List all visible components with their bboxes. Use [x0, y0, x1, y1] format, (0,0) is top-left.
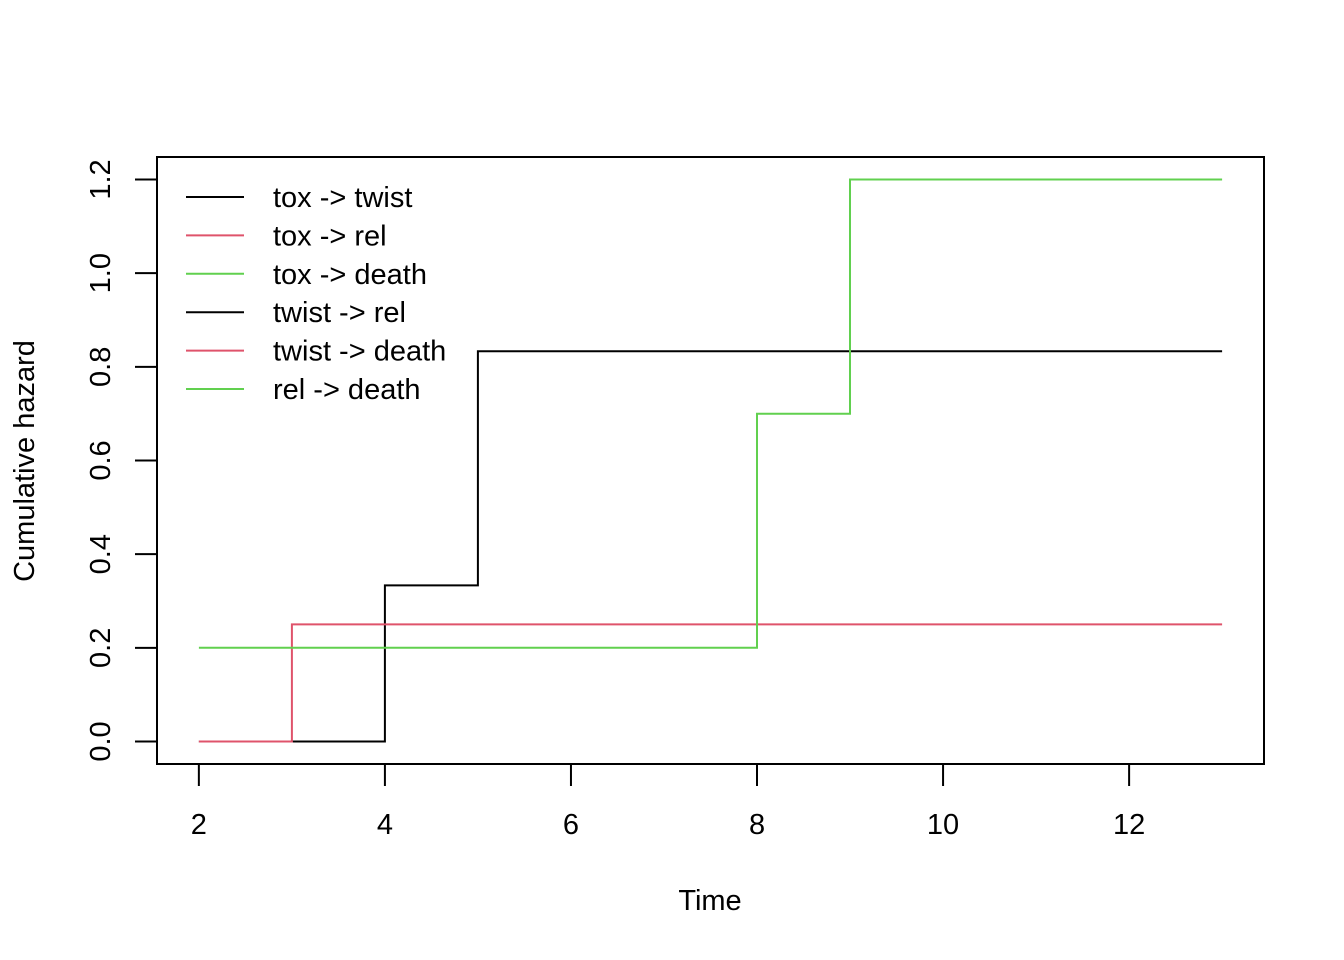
y-tick-label: 0.0 [85, 721, 117, 761]
y-tick-label: 0.8 [85, 347, 117, 387]
legend: tox -> twist tox -> rel tox -> death twist … [186, 182, 446, 406]
y-tick-label: 1.2 [85, 159, 117, 199]
x-tick-label: 4 [377, 809, 393, 841]
legend-label: tox -> death [273, 259, 427, 291]
series-line-2 [198, 623, 1223, 743]
x-tick-label: 10 [927, 809, 959, 841]
legend-label: twist -> death [273, 336, 446, 368]
legend-label: rel -> death [273, 374, 421, 406]
legend-label: tox -> twist [273, 182, 412, 214]
legend-label: tox -> rel [273, 220, 387, 252]
series-line-1 [198, 350, 1223, 743]
x-tick-label: 12 [1113, 809, 1145, 841]
x-axis: 2 4 6 8 10 12 [191, 763, 1145, 841]
series-layer [198, 178, 1223, 743]
legend-label: twist -> rel [273, 297, 406, 329]
x-tick-label: 2 [191, 809, 207, 841]
y-tick-label: 0.4 [85, 534, 117, 574]
x-tick-label: 6 [563, 809, 579, 841]
y-tick-label: 0.6 [85, 440, 117, 480]
y-axis-title: Cumulative hazard [9, 340, 41, 582]
series-line-3 [198, 178, 1223, 649]
y-tick-label: 1.0 [85, 253, 117, 293]
y-axis: 0.0 0.2 0.4 0.6 0.8 1.0 1.2 [85, 159, 158, 762]
x-tick-label: 8 [749, 809, 765, 841]
y-tick-label: 0.2 [85, 628, 117, 668]
x-axis-title: Time [678, 885, 741, 917]
